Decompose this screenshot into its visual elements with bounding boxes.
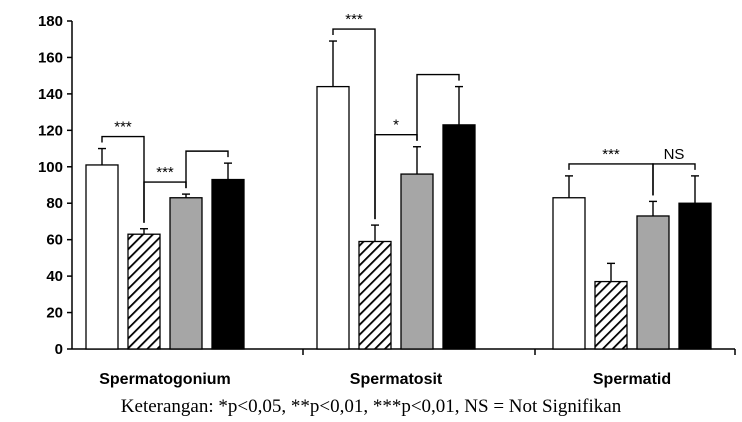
y-tick-label: 160 [38,49,63,66]
significance-bracket [568,163,654,196]
category-label: Spermatosit [350,371,443,388]
bars [85,40,712,350]
bar-group-3-1 [400,173,434,350]
bar-group-4-0 [211,178,245,350]
y-tick-label: 40 [46,268,63,285]
significance-label: *** [345,11,363,28]
significance-label: *** [114,119,132,136]
chart-caption: Keterangan: *p<0,05, **p<0,01, ***p<0,01… [120,396,622,417]
significance-bracket [185,150,229,189]
bar-group-4-1 [442,124,476,350]
significance-label: NS [664,146,685,163]
bar-group-2-0 [127,233,161,350]
y-tick-label: 60 [46,232,63,249]
bar-group-3-0 [169,197,203,350]
significance-bracket [101,135,145,223]
y-tick-label: 0 [55,341,63,358]
y-tick-label: 120 [38,122,63,139]
category-label: Spermatid [593,371,671,388]
bar-group-1-1 [316,85,350,350]
significance-brackets [101,28,696,223]
y-tick-label: 180 [38,13,63,30]
bar-group-2-1 [358,240,392,350]
y-tick-label: 140 [38,86,63,103]
bar-group-4-2 [678,202,712,350]
significance-bracket [332,28,376,220]
labels: 0 20 40 60 80 100 120 140 160 180 Spermatogonium Sp… [38,11,684,388]
bar-group-1-0 [85,164,119,350]
y-tick-label: 20 [46,305,63,322]
bar-group-3-2 [636,215,670,350]
y-tick-label: 100 [38,159,63,176]
bar-group-2-2 [594,280,628,350]
significance-label: *** [156,164,174,181]
category-label: Spermatogonium [99,371,231,388]
bar-group-1-2 [552,197,586,350]
significance-label: * [393,117,399,134]
bar-chart: 0 20 40 60 80 100 120 140 160 180 Spermatogonium Sp… [38,11,736,388]
y-tick-label: 80 [46,195,63,212]
significance-bracket [652,163,696,196]
significance-bracket [416,73,460,141]
significance-label: *** [602,146,620,163]
